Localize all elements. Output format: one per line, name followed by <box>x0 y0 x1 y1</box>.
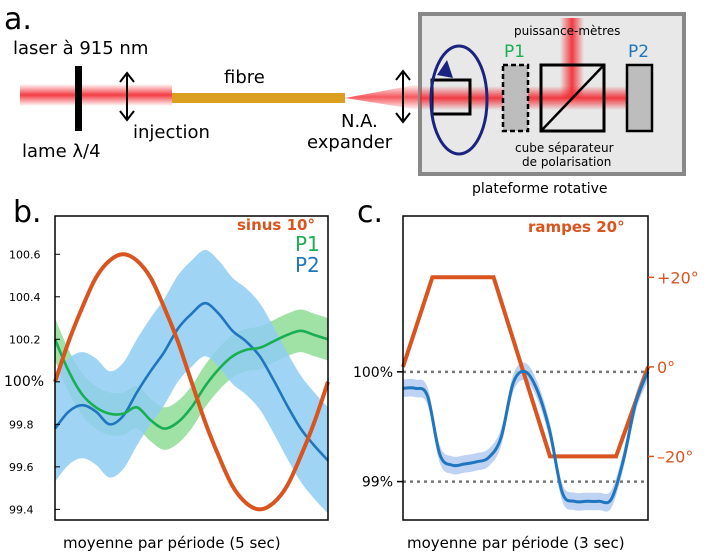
chart-b-ytick-label: 100.4 <box>9 291 41 304</box>
panel-c: c. 100% 99% +20° 0° –20° rampes 20° moyenne … <box>353 195 699 552</box>
chart-b-legend-p1: P1 <box>295 232 320 256</box>
chart-b-line-p2 <box>53 301 329 462</box>
chart-c-frame <box>402 215 649 521</box>
panel-a-letter: a. <box>4 2 32 37</box>
chart-c <box>401 275 650 512</box>
chart-b-xlabel: moyenne par période (5 sec) <box>63 534 281 552</box>
chart-b-ytick-label: 99.4 <box>9 503 34 516</box>
p1-powermeter-icon <box>501 63 530 133</box>
fiber-label: fibre <box>224 67 265 88</box>
chart-b-line-p1 <box>53 329 329 430</box>
waveplate-label: lame λ/4 <box>22 141 101 162</box>
laser-beam-reflected <box>560 18 584 98</box>
chart-b-band-p2 <box>55 250 328 514</box>
powermeters-label: puissance-mètres <box>514 24 620 38</box>
panel-b: b. 99.4 99.6 99.8 100% 100.2 100.4 100.6 sinus… <box>4 195 330 552</box>
panel-a: a. <box>4 2 686 197</box>
laser-beam-expanded <box>345 84 420 110</box>
rotation-icon <box>429 44 489 156</box>
chart-b-yticks: 99.4 99.6 99.8 100% 100.2 100.4 100.6 <box>4 248 60 516</box>
chart-b-ytick-label: 100.6 <box>9 248 41 261</box>
chart-b-ytick-label: 100% <box>4 374 44 390</box>
chart-b-legend-sinus: sinus 10° <box>237 216 315 234</box>
chart-b <box>53 250 330 514</box>
chart-c-ytick-right-label: +20° <box>657 268 699 287</box>
chart-c-ytick-left-label: 99% <box>362 475 393 491</box>
chart-b-ytick-label: 99.6 <box>9 461 34 474</box>
injection-label: injection <box>133 122 210 143</box>
chart-b-legend-p2: P2 <box>295 253 320 277</box>
chart-c-line-ramps <box>401 275 650 459</box>
rotation-arrowhead-icon <box>437 60 453 78</box>
p2-powermeter-icon <box>625 63 654 133</box>
panel-b-letter: b. <box>13 195 42 230</box>
chart-b-ytick-label: 100.2 <box>9 333 41 346</box>
chart-c-ytick-right-label: 0° <box>657 358 675 377</box>
chart-c-line-p <box>402 369 650 505</box>
laser-label: laser à 915 nm <box>13 38 148 59</box>
panel-c-letter: c. <box>357 195 383 230</box>
injection-lens-icon <box>119 71 135 122</box>
chart-b-line-sinus <box>53 252 330 512</box>
chart-c-yticks: 100% 99% +20° 0° –20° <box>353 268 699 490</box>
chart-c-ytick-left-label: 100% <box>353 365 393 381</box>
chart-b-ytick-label: 99.8 <box>9 418 34 431</box>
chart-c-legend-ramps: rampes 20° <box>528 218 625 236</box>
p2-label: P2 <box>628 42 649 62</box>
polarizing-cube-icon <box>539 63 606 133</box>
cube-label-line2: de polarisation <box>522 155 611 169</box>
waveplate-icon <box>75 66 82 131</box>
na-expander-icon <box>395 69 411 124</box>
p1-label: P1 <box>504 42 525 62</box>
expander-label: expander <box>307 132 393 153</box>
chart-b-frame <box>54 215 329 521</box>
na-label: N.A. <box>341 111 378 132</box>
platform-label: plateforme rotative <box>472 181 608 197</box>
fiber-icon <box>172 93 345 103</box>
cube-label-line1: cube séparateur <box>515 141 614 155</box>
laser-beam-platform <box>420 86 650 110</box>
chart-c-xlabel: moyenne par période (3 sec) <box>407 534 625 552</box>
chart-c-ytick-right-label: –20° <box>657 447 693 466</box>
laser-beam-input <box>20 84 172 106</box>
